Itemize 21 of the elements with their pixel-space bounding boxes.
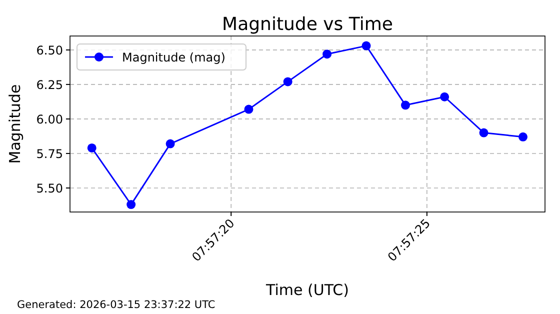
- point: [440, 92, 450, 102]
- x-axis-title: Time (UTC): [265, 281, 349, 299]
- legend-label: Magnitude (mag): [122, 50, 226, 64]
- y-tick-label: 6.00: [36, 112, 63, 126]
- point: [126, 200, 136, 210]
- point: [322, 50, 332, 59]
- point: [244, 104, 254, 114]
- y-axis-title: Magnitude: [6, 84, 24, 164]
- point: [518, 132, 528, 142]
- text: Generated: 2026-03-15 23:37:22 UTC: [17, 299, 216, 311]
- y-tick-label: 6.25: [36, 78, 63, 92]
- point: [400, 100, 410, 110]
- y-tick-label: 5.50: [36, 181, 63, 196]
- point: [283, 77, 292, 86]
- point: [166, 139, 175, 148]
- y-tick-label: 6.50: [36, 43, 63, 58]
- point: [362, 41, 371, 50]
- y-tick-label: 5.75: [36, 146, 63, 161]
- chart-title: Magnitude vs Time: [222, 14, 393, 35]
- point: [479, 128, 488, 138]
- point: [87, 143, 96, 152]
